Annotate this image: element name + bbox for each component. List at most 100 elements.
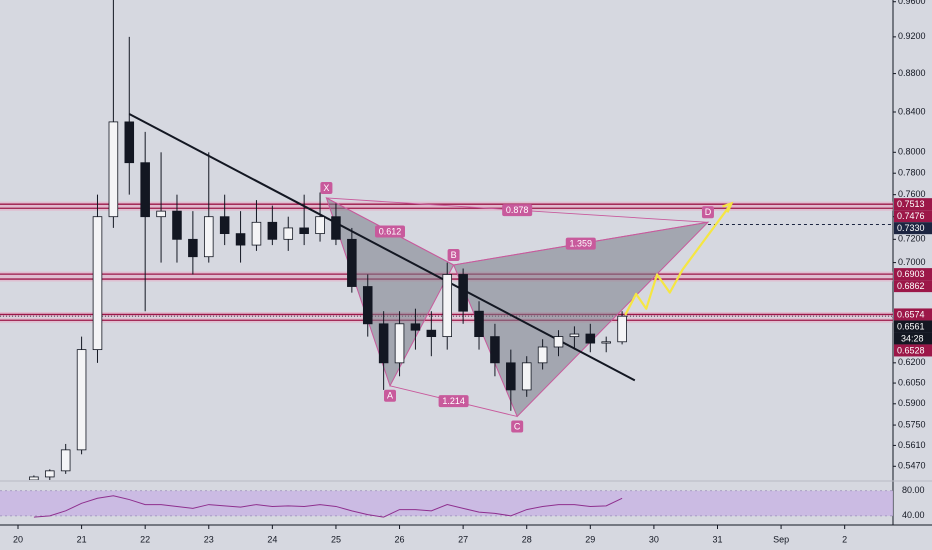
price-badge <box>894 344 932 357</box>
candle-body <box>506 362 516 391</box>
countdown-label: 34:28 <box>901 333 924 343</box>
x-tick-label: 30 <box>649 534 659 544</box>
candle-body <box>394 323 405 364</box>
x-tick-label: 28 <box>522 534 532 544</box>
candle-body <box>569 333 580 338</box>
price-badge-label: 0.6574 <box>897 309 925 319</box>
x-tick-label: 24 <box>267 534 277 544</box>
ratio-badge <box>438 395 469 408</box>
ratio-label: 1.214 <box>442 396 465 406</box>
point-label: B <box>451 250 457 260</box>
candle-body <box>219 216 230 235</box>
candle-body <box>474 310 484 338</box>
y-tick-label: 0.5610 <box>898 440 926 450</box>
y-tick-label: 0.7200 <box>898 234 926 244</box>
point-badge <box>447 248 460 261</box>
price-badge-label: 0.6903 <box>897 269 925 279</box>
candle-body <box>29 476 39 480</box>
price-pane: 0.612 1.359 1.214 0.878 X A B C D <box>0 0 893 480</box>
y-tick-label: 0.8400 <box>898 106 926 116</box>
trendline <box>128 113 636 382</box>
price-badge-label: 0.6528 <box>897 345 925 355</box>
x-tick-label: 31 <box>712 534 722 544</box>
candle-body <box>108 121 119 218</box>
candle-body <box>203 216 214 258</box>
y-tick-label: 0.8000 <box>898 147 926 157</box>
candle-body <box>521 362 532 391</box>
rsi-line <box>33 495 623 518</box>
price-badge <box>894 268 932 281</box>
y-tick-label: 0.6050 <box>898 377 926 387</box>
rsi-tick-label: 40.00 <box>902 510 925 520</box>
point-label: C <box>514 421 521 431</box>
price-badge-label: 0.7330 <box>897 223 925 233</box>
projection-arrowhead <box>722 201 734 213</box>
candle-body <box>490 336 500 364</box>
ratio-label: 0.612 <box>379 226 402 236</box>
price-badge-label: 0.6561 <box>897 321 925 331</box>
y-tick-label: 0.9600 <box>898 0 926 6</box>
ratio-badge <box>502 204 533 217</box>
y-tick-label: 0.5750 <box>898 419 926 429</box>
point-label: A <box>387 391 393 401</box>
x-tick-label: 22 <box>140 534 150 544</box>
rsi-tick-label: 80.00 <box>902 485 925 495</box>
candle-body <box>172 210 182 240</box>
ratio-badge <box>374 225 405 238</box>
candle-body <box>156 210 166 218</box>
point-label: D <box>705 207 712 217</box>
candle-body <box>299 227 309 235</box>
ratio-label: 1.359 <box>570 239 593 249</box>
candle-body <box>331 216 341 240</box>
candle-body <box>537 346 548 364</box>
rsi-band <box>0 490 893 516</box>
candle-body <box>60 449 71 472</box>
x-tick-label: 23 <box>204 534 214 544</box>
candle-body <box>347 238 357 287</box>
candle-body <box>188 238 198 258</box>
y-tick-label: 0.9200 <box>898 31 926 41</box>
point-badge <box>511 420 524 433</box>
x-tick-label: 2 <box>842 534 847 544</box>
candle-body <box>442 274 453 338</box>
candle-body <box>553 336 564 348</box>
candle-body <box>267 221 278 240</box>
candle-body <box>283 227 294 240</box>
candle-body <box>235 233 246 246</box>
y-tick-label: 0.5900 <box>898 398 926 408</box>
candle-body <box>251 221 262 246</box>
price-badge-label: 0.7476 <box>897 211 925 221</box>
candle-body <box>140 162 150 218</box>
axes: 0.9600 0.9200 0.8800 0.8400 0.8000 0.7800 0.76… <box>13 0 932 544</box>
price-badge <box>894 198 932 211</box>
point-badge <box>701 206 714 219</box>
candle-body <box>426 329 437 338</box>
candle-body <box>378 323 389 364</box>
x-tick-label: 26 <box>395 534 405 544</box>
candle-body <box>76 349 87 451</box>
candle-body <box>362 286 373 325</box>
y-tick-label: 0.7600 <box>898 189 926 199</box>
candle-body <box>315 216 325 235</box>
price-badge <box>894 280 932 293</box>
candle-body <box>617 315 627 343</box>
price-badge <box>894 308 932 321</box>
countdown-badge <box>894 332 932 345</box>
point-badge <box>320 181 333 194</box>
candle-body <box>410 323 421 331</box>
rsi-pane <box>0 490 893 518</box>
candle-body <box>601 341 611 344</box>
x-tick-label: Sep <box>773 534 789 544</box>
projection-path <box>624 202 733 316</box>
y-tick-label: 0.8800 <box>898 68 926 78</box>
price-badge <box>894 210 932 223</box>
y-tick-label: 0.7000 <box>898 257 926 267</box>
x-tick-label: 29 <box>585 534 595 544</box>
candle-body <box>458 274 468 312</box>
candle-body <box>45 470 55 478</box>
candle-body <box>92 216 103 351</box>
y-tick-label: 0.6200 <box>898 357 926 367</box>
candle-body <box>124 121 135 164</box>
candle-body <box>585 333 596 344</box>
